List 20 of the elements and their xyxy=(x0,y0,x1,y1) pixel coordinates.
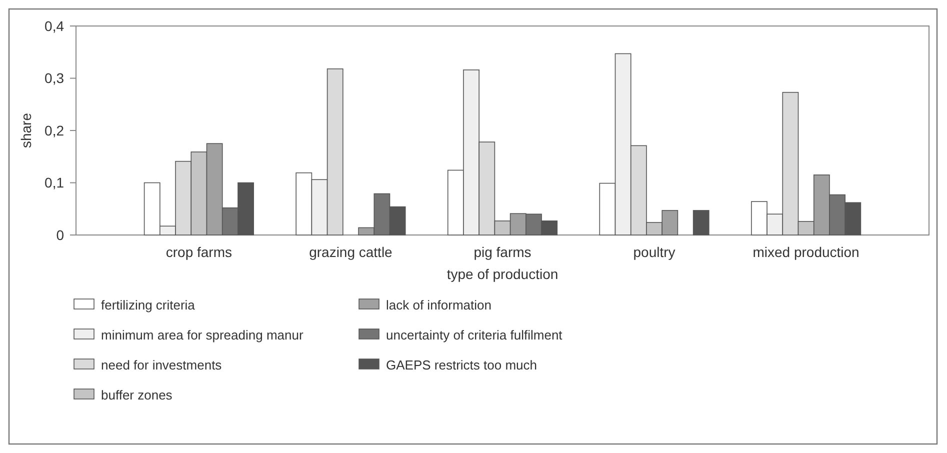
y-tick-label: 0 xyxy=(56,226,64,243)
legend-label: lack of information xyxy=(386,298,492,313)
x-tick-label: crop farms xyxy=(166,244,232,260)
legend-label: uncertainty of criteria fulfilment xyxy=(386,328,563,343)
legend-label: buffer zones xyxy=(101,388,173,403)
x-tick-label: grazing cattle xyxy=(309,244,393,260)
y-tick-label: 0,4 xyxy=(44,18,64,34)
y-tick-label: 0,2 xyxy=(44,122,64,138)
y-tick-label: 0,1 xyxy=(44,174,64,191)
legend-label: fertilizing criteria xyxy=(101,298,196,313)
x-tick-label: mixed production xyxy=(752,244,860,260)
x-axis-title: type of production xyxy=(446,266,558,282)
legend-label: need for investments xyxy=(101,358,222,373)
bar xyxy=(692,210,710,236)
x-tick-label: pig farms xyxy=(474,244,532,260)
legend-label: GAEPS restricts too much xyxy=(386,358,537,373)
y-axis-title: share xyxy=(18,112,34,148)
y-tick-label: 0,3 xyxy=(44,70,64,86)
x-tick-label: poultry xyxy=(633,244,676,260)
legend-label: minimum area for spreading manur xyxy=(101,328,304,343)
